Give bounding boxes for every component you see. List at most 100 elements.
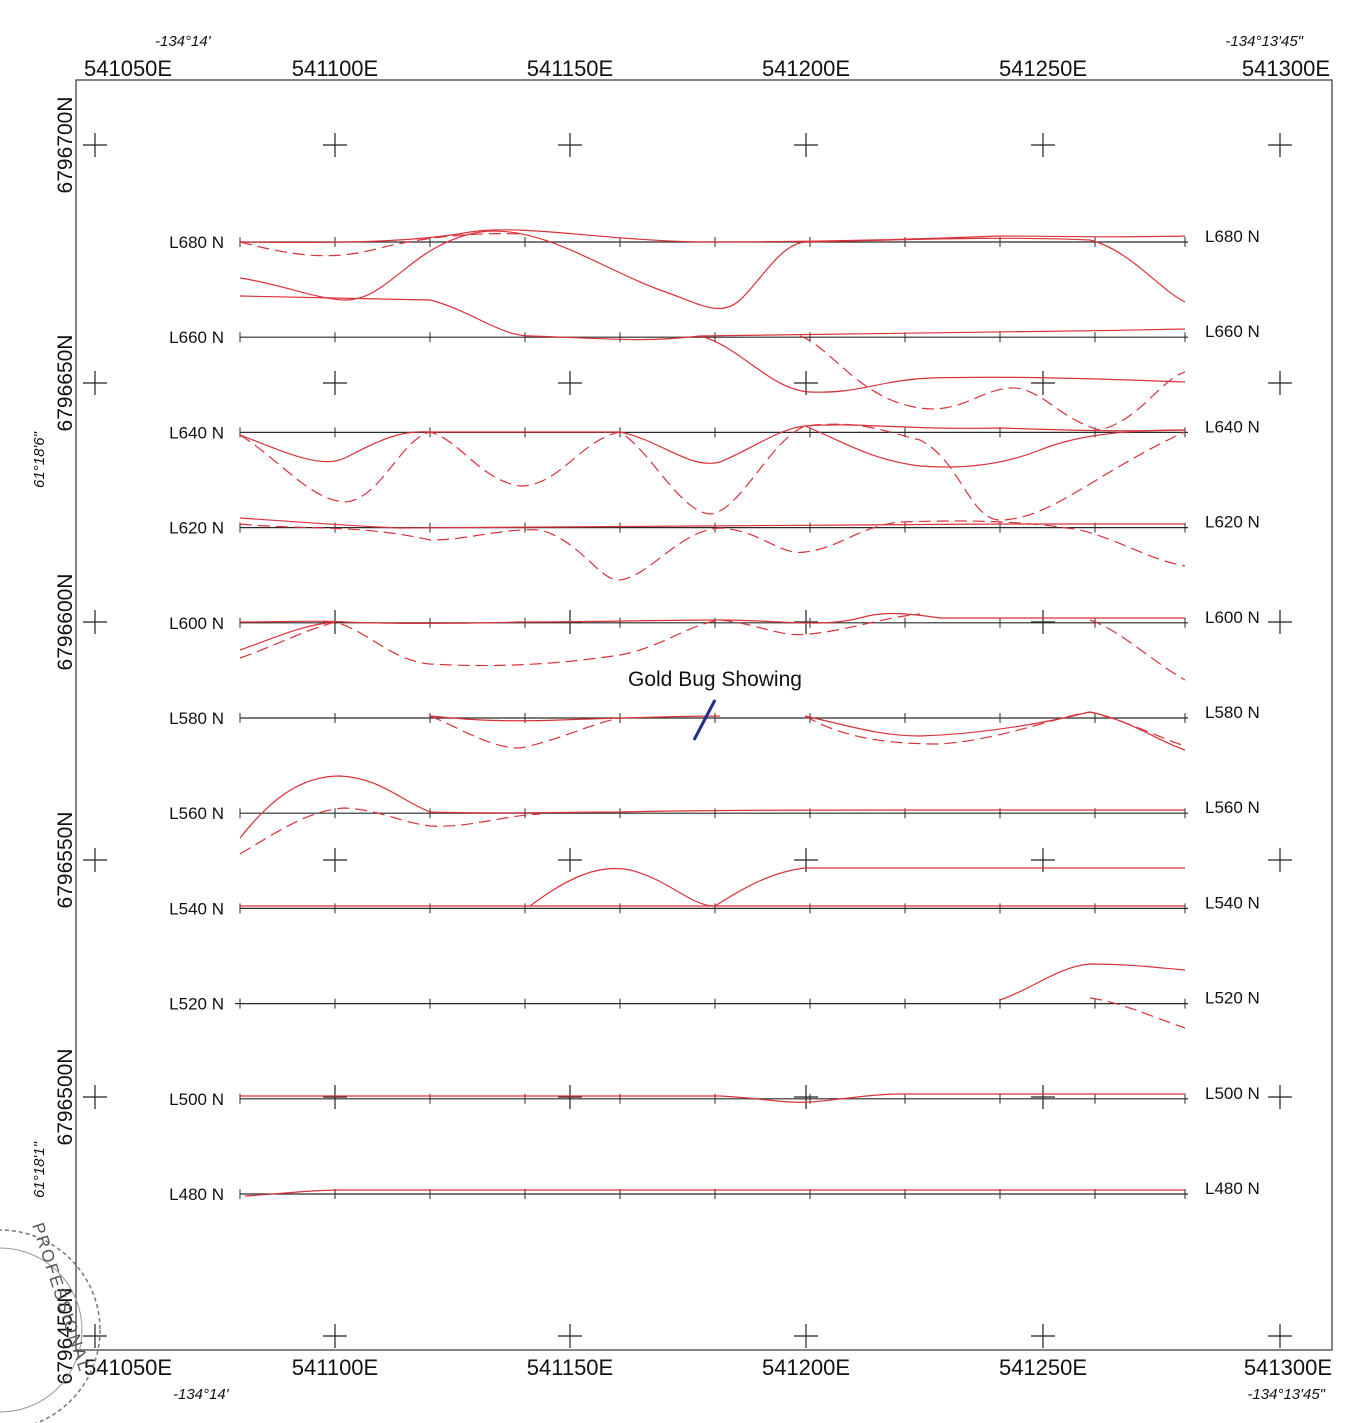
easting-label: 541150E <box>527 1355 613 1380</box>
grid-cross <box>1268 610 1292 634</box>
easting-label: 541300E <box>1242 56 1330 81</box>
grid-cross <box>558 371 582 395</box>
grid-cross <box>1031 1085 1055 1109</box>
latitude-label: 61°18'6" <box>31 431 48 488</box>
profile-solid <box>239 229 1186 244</box>
line-label-right: L540 N <box>1205 893 1260 912</box>
grid-cross <box>323 1324 347 1348</box>
grid-cross <box>83 1324 107 1348</box>
profile-solid <box>529 867 1185 907</box>
profile-dashed <box>239 807 541 855</box>
grid-cross <box>794 371 818 395</box>
profile-dashed <box>1089 997 1186 1029</box>
northing-label: 6796600N <box>54 574 77 671</box>
longitude-label-top-right: -134°13'45" <box>1225 33 1303 50</box>
profile-solid <box>239 517 1185 529</box>
grid-cross <box>83 848 107 872</box>
grid-cross <box>1031 371 1055 395</box>
grid-cross <box>323 371 347 395</box>
profile-solid <box>244 1189 1185 1197</box>
grid-cross <box>1268 848 1292 872</box>
line-label-left: L600 N <box>169 614 224 633</box>
grid-cross <box>1031 133 1055 157</box>
grid-cross <box>1268 371 1292 395</box>
profile-solid <box>804 711 1186 751</box>
longitude-label-bottom-left: -134°14' <box>173 1386 230 1403</box>
easting-label: 541250E <box>999 56 1087 81</box>
profile-solid <box>699 335 1186 393</box>
easting-label: 541250E <box>999 1355 1087 1380</box>
easting-label: 541200E <box>762 56 850 81</box>
line-label-left: L520 N <box>169 995 224 1014</box>
grid-cross <box>558 848 582 872</box>
profile-solid <box>239 1093 1185 1103</box>
profile-dashed <box>239 613 921 667</box>
grid-cross <box>323 848 347 872</box>
profile-dashed <box>1089 619 1186 681</box>
grid-cross <box>1031 1324 1055 1348</box>
grid-cross <box>558 1085 582 1109</box>
grid-cross <box>1268 133 1292 157</box>
longitude-label-bottom-right: -134°13'45" <box>1247 1386 1325 1403</box>
profile-solid <box>239 775 1185 839</box>
profile-solid <box>804 425 1186 468</box>
line-label-right: L600 N <box>1205 608 1260 627</box>
grid-cross <box>1268 1324 1292 1348</box>
profile-solid <box>239 424 1186 464</box>
line-label-right: L640 N <box>1205 417 1260 436</box>
profile-dashed <box>429 715 621 749</box>
line-label-left: L560 N <box>169 804 224 823</box>
profile-solid <box>239 621 336 651</box>
line-label-right: L580 N <box>1205 703 1260 722</box>
profile-solid <box>239 612 1185 625</box>
grid-cross <box>1031 610 1055 634</box>
line-label-left: L540 N <box>169 899 224 918</box>
northing-label: 6796650N <box>54 335 77 432</box>
profile-dashed <box>239 520 1186 581</box>
line-label-left: L660 N <box>169 328 224 347</box>
line-label-right: L560 N <box>1205 798 1260 817</box>
line-label-right: L500 N <box>1205 1084 1260 1103</box>
grid-cross <box>323 133 347 157</box>
line-label-left: L620 N <box>169 519 224 538</box>
grid-cross <box>794 1085 818 1109</box>
geophysical-profiles <box>239 229 1186 1197</box>
grid-cross <box>558 1324 582 1348</box>
profile-dashed <box>804 711 1186 747</box>
grid-cross <box>558 133 582 157</box>
grid-cross <box>794 1324 818 1348</box>
profile-solid <box>429 715 721 722</box>
line-label-left: L500 N <box>169 1090 224 1109</box>
northing-labels: 6796700N 6796650N 6796600N 6796550N 6796… <box>54 97 77 1385</box>
grid-cross <box>794 133 818 157</box>
easting-label: 541050E <box>84 56 172 81</box>
northing-label: 6796500N <box>54 1049 77 1146</box>
easting-label: 541150E <box>527 56 613 81</box>
grid-cross <box>83 610 107 634</box>
line-label-left: L480 N <box>169 1185 224 1204</box>
line-label-right: L660 N <box>1205 322 1260 341</box>
grid-cross <box>794 610 818 634</box>
easting-label: 541100E <box>292 1355 378 1380</box>
line-label-right: L680 N <box>1205 227 1260 246</box>
profile-solid <box>999 963 1186 1001</box>
profile-dashed <box>799 335 1186 431</box>
easting-label: 541300E <box>1244 1355 1332 1380</box>
grid-cross <box>83 133 107 157</box>
profile-solid <box>239 230 1186 310</box>
map-frame <box>75 79 1333 1351</box>
line-label-right: L480 N <box>1205 1179 1260 1198</box>
grid-cross <box>83 1085 107 1109</box>
survey-lines <box>235 237 1188 1199</box>
line-label-right: L620 N <box>1205 513 1260 532</box>
easting-label: 541100E <box>292 56 378 81</box>
longitude-label-top-left: -134°14' <box>155 33 212 50</box>
latitude-label: 61°18'1" <box>31 1141 48 1198</box>
line-label-left: L640 N <box>169 423 224 442</box>
grid-crosses <box>83 133 1292 1348</box>
northing-label: 6796700N <box>54 97 77 194</box>
profile-dashed <box>239 423 1186 521</box>
gold-bug-showing-label: Gold Bug Showing <box>628 668 802 691</box>
line-label-left: L680 N <box>169 233 224 252</box>
profile-solid <box>239 295 1186 341</box>
